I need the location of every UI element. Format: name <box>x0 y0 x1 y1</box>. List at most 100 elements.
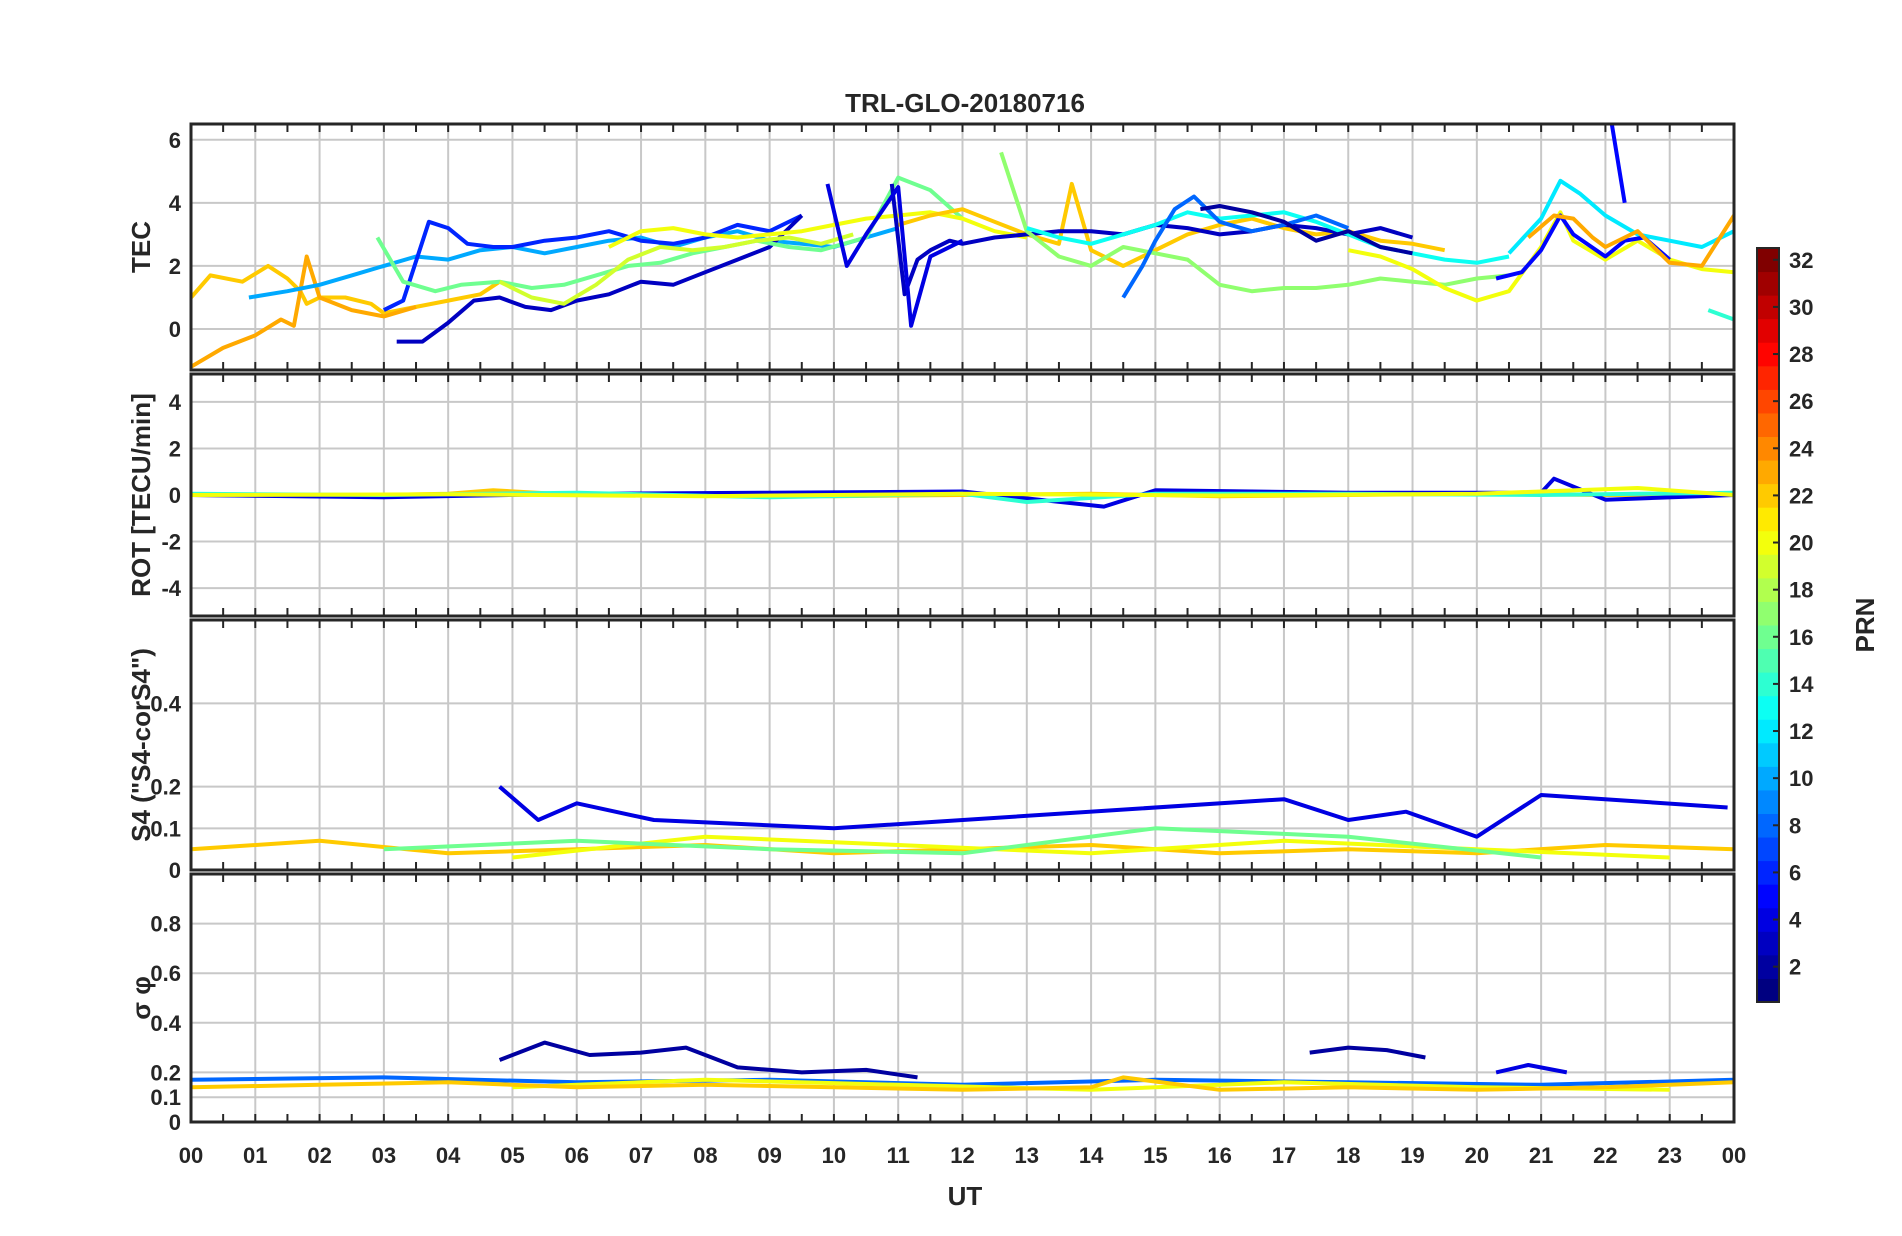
series-line-prn-20 <box>512 1077 1670 1092</box>
colorbar-tick-label: 20 <box>1789 531 1813 556</box>
colorbar-segment <box>1757 601 1779 626</box>
y-tick-label: 0.4 <box>150 691 181 716</box>
colorbar-tick-label: 16 <box>1789 625 1813 650</box>
y-tick-label: 2 <box>169 436 181 461</box>
series-line-prn-14 <box>1707 308 1734 322</box>
y-tick-label: 0.1 <box>150 1085 181 1110</box>
colorbar-segment <box>1757 554 1779 579</box>
x-tick-label: 15 <box>1143 1143 1167 1168</box>
panel-rot: -4 -2 0 2 4 ROT [TECU/min] <box>126 372 1736 618</box>
y-tick-label: 0 <box>169 483 181 508</box>
series-line-prn-12 <box>1507 178 1734 255</box>
colorbar-tick-label: 28 <box>1789 342 1813 367</box>
colorbar-segment <box>1757 460 1779 485</box>
colorbar-tick-label: 32 <box>1789 248 1813 273</box>
colorbar-segment <box>1757 625 1779 650</box>
series-line-prn-5 <box>1495 213 1672 281</box>
x-tick-label: 19 <box>1400 1143 1424 1168</box>
colorbar-segment <box>1757 813 1779 838</box>
colorbar-segment <box>1757 884 1779 909</box>
x-tick-label: 02 <box>307 1143 331 1168</box>
series-line-prn-22 <box>191 1075 1734 1092</box>
x-tick-label: 18 <box>1336 1143 1360 1168</box>
x-tick-label: 13 <box>1015 1143 1039 1168</box>
colorbar-segment <box>1757 742 1779 767</box>
y-tick-label: 0.2 <box>150 1060 181 1085</box>
panel-s4: 0 0.1 0.2 0.4S4 ("S4-corS4") <box>126 618 1736 883</box>
series-line-prn-23 <box>191 254 417 369</box>
colorbar-segment <box>1757 318 1779 343</box>
y-axis-label: S4 ("S4-corS4") <box>126 648 156 842</box>
y-tick-label: 6 <box>169 128 181 153</box>
colorbar-segment <box>1757 837 1779 862</box>
series-line-prn-2 <box>498 1040 918 1080</box>
colorbar-frame <box>1756 247 1780 1003</box>
series-line-prn-5 <box>1609 124 1627 204</box>
colorbar-segment <box>1757 860 1779 885</box>
y-axis-label: TEC <box>126 221 156 273</box>
colorbar-segment <box>1757 436 1779 461</box>
series-line-prn-13 <box>1026 210 1510 265</box>
colorbar-segment <box>1757 248 1779 273</box>
x-tick-label: 04 <box>436 1143 461 1168</box>
colorbar-tick-label: 12 <box>1789 719 1813 744</box>
x-tick-label: 07 <box>629 1143 653 1168</box>
x-tick-label: 20 <box>1465 1143 1489 1168</box>
x-tick-label: 03 <box>372 1143 396 1168</box>
y-tick-label: 0.1 <box>150 816 181 841</box>
x-tick-label: 16 <box>1207 1143 1231 1168</box>
series-line-prn-17 <box>999 151 1510 294</box>
y-tick-label: 0.8 <box>150 912 181 937</box>
colorbar-tick-label: 14 <box>1789 672 1814 697</box>
x-tick-label: 01 <box>243 1143 267 1168</box>
y-tick-label: 4 <box>169 191 182 216</box>
series-group <box>191 785 1734 860</box>
colorbar-tick-label: 8 <box>1789 813 1801 838</box>
colorbar-segment <box>1757 648 1779 673</box>
colorbar-segment <box>1757 978 1779 1003</box>
y-tick-label: -2 <box>161 530 181 555</box>
panel-frame <box>189 618 1736 872</box>
colorbar-tick-label: 10 <box>1789 766 1813 791</box>
x-tick-label: 09 <box>757 1143 781 1168</box>
y-tick-label: 0 <box>169 1110 181 1135</box>
series-line-prn-10 <box>248 226 899 300</box>
x-tick-label: 00 <box>179 1143 203 1168</box>
colorbar-segment <box>1757 766 1779 791</box>
series-line-prn-2 <box>1309 1045 1426 1060</box>
panel-frame <box>189 372 1736 618</box>
colorbar-segment <box>1757 483 1779 508</box>
colorbar-segment <box>1757 412 1779 437</box>
series-line-prn-3 <box>396 214 804 344</box>
x-tick-label: 14 <box>1079 1143 1104 1168</box>
panel-sigmaphi: 00.10.2 0.4 0.6 0.8 σ φ <box>126 872 1736 1135</box>
panel-frame <box>189 122 1736 372</box>
colorbar-label: PRN <box>1850 598 1880 653</box>
y-tick-label: 0.4 <box>150 1011 181 1036</box>
series-line-prn-2 <box>1200 204 1413 256</box>
x-tick-label: 12 <box>950 1143 974 1168</box>
chart-title: TRL-GLO-20180716 <box>845 88 1085 118</box>
colorbar-tick-label: 24 <box>1789 436 1814 461</box>
y-axis-label: ROT [TECU/min] <box>126 393 156 597</box>
series-line-prn-3 <box>889 183 1414 297</box>
x-tick-label: 05 <box>500 1143 524 1168</box>
series-line-prn-6 <box>383 213 803 312</box>
colorbar-segment <box>1757 789 1779 814</box>
series-line-prn-4 <box>498 785 1728 839</box>
x-tick-label: 23 <box>1657 1143 1681 1168</box>
series-group <box>191 124 1734 369</box>
y-tick-label: 4 <box>169 390 182 415</box>
colorbar-segment <box>1757 530 1779 555</box>
colorbar-segment <box>1757 577 1779 602</box>
colorbar-segment <box>1757 271 1779 296</box>
series-line-prn-20 <box>191 486 1734 499</box>
y-axis-label: σ φ <box>126 976 156 1020</box>
colorbar-tick-label: 26 <box>1789 389 1813 414</box>
panel-frame <box>189 872 1736 1124</box>
y-tick-label: 0.2 <box>150 775 181 800</box>
x-axis-label: UT <box>948 1181 983 1211</box>
colorbar-segment <box>1757 342 1779 367</box>
